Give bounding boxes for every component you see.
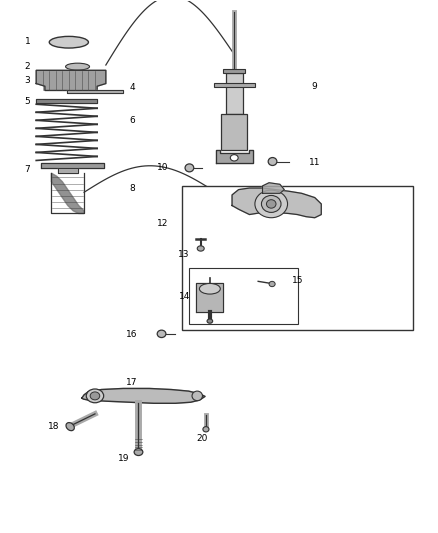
Polygon shape bbox=[216, 150, 253, 163]
Polygon shape bbox=[58, 168, 78, 173]
Bar bbox=[226, 73, 243, 114]
Ellipse shape bbox=[66, 423, 74, 431]
Text: 2: 2 bbox=[25, 62, 30, 71]
Text: 10: 10 bbox=[157, 164, 168, 172]
Polygon shape bbox=[232, 188, 321, 217]
Polygon shape bbox=[36, 70, 106, 91]
Text: 11: 11 bbox=[309, 158, 321, 166]
Ellipse shape bbox=[269, 281, 275, 287]
Polygon shape bbox=[82, 389, 205, 403]
Polygon shape bbox=[67, 90, 123, 93]
Polygon shape bbox=[196, 284, 223, 312]
Ellipse shape bbox=[203, 426, 209, 432]
Bar bbox=[214, 83, 254, 87]
Text: 3: 3 bbox=[25, 76, 30, 85]
Ellipse shape bbox=[185, 164, 194, 172]
Text: 15: 15 bbox=[292, 276, 303, 285]
Ellipse shape bbox=[261, 196, 281, 213]
Text: 19: 19 bbox=[117, 454, 129, 463]
Text: 9: 9 bbox=[312, 82, 318, 91]
Text: 17: 17 bbox=[126, 377, 138, 386]
Text: 20: 20 bbox=[196, 434, 207, 443]
Ellipse shape bbox=[266, 200, 276, 208]
Polygon shape bbox=[262, 183, 284, 193]
Text: 14: 14 bbox=[179, 292, 190, 301]
Bar bbox=[182, 186, 413, 330]
Ellipse shape bbox=[207, 319, 213, 323]
Text: 1: 1 bbox=[25, 37, 30, 46]
Ellipse shape bbox=[192, 391, 202, 401]
Text: 4: 4 bbox=[129, 83, 135, 92]
Text: 7: 7 bbox=[25, 166, 30, 174]
Text: 5: 5 bbox=[25, 96, 30, 106]
Bar bbox=[221, 114, 247, 150]
Ellipse shape bbox=[268, 158, 277, 165]
Ellipse shape bbox=[199, 284, 220, 294]
Ellipse shape bbox=[157, 330, 166, 337]
Ellipse shape bbox=[90, 392, 100, 400]
Polygon shape bbox=[36, 100, 97, 103]
Text: 18: 18 bbox=[48, 422, 60, 431]
Ellipse shape bbox=[49, 36, 88, 48]
Bar bbox=[189, 268, 298, 324]
Text: 13: 13 bbox=[178, 250, 190, 259]
Text: 8: 8 bbox=[129, 183, 135, 192]
Bar bbox=[223, 69, 245, 73]
Ellipse shape bbox=[197, 246, 204, 251]
Text: 16: 16 bbox=[126, 330, 138, 339]
Ellipse shape bbox=[66, 63, 89, 70]
Polygon shape bbox=[51, 173, 84, 214]
Polygon shape bbox=[41, 163, 104, 168]
Ellipse shape bbox=[255, 190, 288, 217]
Ellipse shape bbox=[134, 449, 143, 456]
Text: 6: 6 bbox=[129, 116, 135, 125]
Ellipse shape bbox=[230, 155, 238, 161]
Text: 12: 12 bbox=[157, 219, 168, 228]
Ellipse shape bbox=[86, 389, 104, 403]
